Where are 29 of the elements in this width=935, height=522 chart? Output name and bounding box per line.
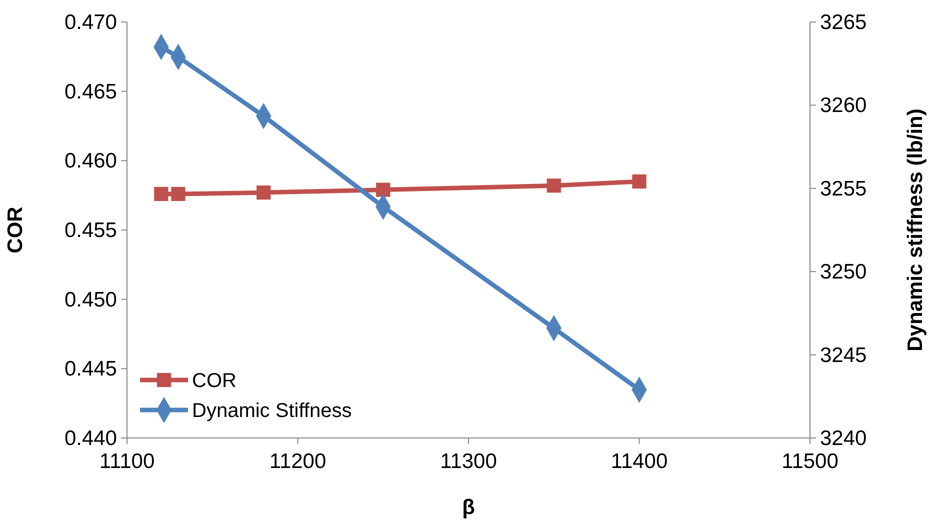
point bbox=[171, 186, 186, 202]
y-tick-label: 0.470 bbox=[64, 11, 117, 34]
point bbox=[632, 174, 646, 189]
x-tick-label: 11300 bbox=[440, 450, 497, 473]
x-tick-label: 11400 bbox=[610, 450, 668, 473]
x-axis-title: β bbox=[462, 496, 476, 519]
point bbox=[376, 182, 390, 197]
y2-tick-label: 3255 bbox=[820, 177, 867, 200]
y-tick-label: 0.465 bbox=[64, 80, 117, 104]
y2-axis-title: Dynamic stiffness (lb/in) bbox=[904, 108, 927, 352]
x-tick-label: 11100 bbox=[99, 450, 155, 473]
y-tick-label: 0.460 bbox=[64, 150, 117, 173]
y-tick-label: 0.445 bbox=[64, 358, 117, 381]
legend-label: COR bbox=[192, 370, 236, 392]
x-tick-label: 11500 bbox=[782, 450, 838, 473]
y-tick-label: 0.440 bbox=[64, 427, 117, 450]
y-axis-title: COR bbox=[4, 206, 27, 254]
y2-tick-label: 3250 bbox=[820, 260, 867, 284]
point bbox=[154, 186, 168, 202]
y2-tick-label: 3260 bbox=[820, 94, 867, 118]
y-tick-label: 0.455 bbox=[64, 219, 117, 242]
point bbox=[256, 185, 271, 200]
y-tick-label: 0.450 bbox=[64, 288, 117, 312]
y2-tick-label: 3265 bbox=[820, 11, 867, 34]
y2-tick-label: 3245 bbox=[820, 344, 867, 367]
legend-label: Dynamic Stiffness bbox=[192, 400, 352, 422]
y2-tick-label: 3240 bbox=[820, 427, 867, 450]
x-tick-label: 11200 bbox=[269, 450, 326, 473]
point bbox=[546, 178, 561, 193]
